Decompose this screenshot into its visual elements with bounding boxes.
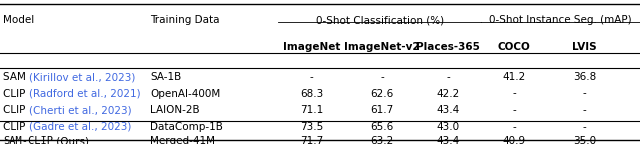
Text: 41.2: 41.2	[502, 72, 525, 82]
Text: 68.3: 68.3	[300, 89, 323, 98]
Text: 35.0: 35.0	[573, 136, 596, 144]
Text: SAM: SAM	[3, 72, 29, 82]
Text: SA-1B: SA-1B	[150, 72, 182, 82]
Text: 63.2: 63.2	[371, 136, 394, 144]
Text: 0-Shot Instance Seg. (mAP): 0-Shot Instance Seg. (mAP)	[490, 15, 632, 25]
Text: 42.2: 42.2	[436, 89, 460, 98]
Text: DataComp-1B: DataComp-1B	[150, 122, 223, 132]
Text: ImageNet: ImageNet	[283, 42, 340, 52]
Text: -: -	[446, 72, 450, 82]
Text: -: -	[512, 105, 516, 115]
Text: -: -	[512, 122, 516, 132]
Text: 65.6: 65.6	[371, 122, 394, 132]
Text: LAION-2B: LAION-2B	[150, 105, 200, 115]
Text: 62.6: 62.6	[371, 89, 394, 98]
Text: SAM-CLIP: SAM-CLIP	[3, 136, 53, 144]
Text: 0-Shot Classification (%): 0-Shot Classification (%)	[316, 15, 444, 25]
Text: CLIP: CLIP	[3, 105, 29, 115]
Text: CLIP: CLIP	[3, 89, 29, 98]
Text: (Radford et al., 2021): (Radford et al., 2021)	[29, 89, 140, 98]
Text: OpenAI-400M: OpenAI-400M	[150, 89, 221, 98]
Text: ImageNet-v2: ImageNet-v2	[344, 42, 420, 52]
Text: 73.5: 73.5	[300, 122, 323, 132]
Text: (Ours): (Ours)	[53, 136, 89, 144]
Text: -: -	[582, 122, 586, 132]
Text: (Cherti et al., 2023): (Cherti et al., 2023)	[29, 105, 131, 115]
Text: (Gadre et al., 2023): (Gadre et al., 2023)	[29, 122, 131, 132]
Text: LVIS: LVIS	[572, 42, 596, 52]
Text: 43.0: 43.0	[436, 122, 460, 132]
Text: CLIP: CLIP	[3, 122, 29, 132]
Text: 71.7: 71.7	[300, 136, 323, 144]
Text: Training Data: Training Data	[150, 15, 220, 25]
Text: 43.4: 43.4	[436, 136, 460, 144]
Text: -: -	[512, 89, 516, 98]
Text: (Kirillov et al., 2023): (Kirillov et al., 2023)	[29, 72, 136, 82]
Text: Places-365: Places-365	[416, 42, 480, 52]
Text: COCO: COCO	[497, 42, 531, 52]
Text: 36.8: 36.8	[573, 72, 596, 82]
Text: Model: Model	[3, 15, 35, 25]
Text: 61.7: 61.7	[371, 105, 394, 115]
Text: -: -	[380, 72, 384, 82]
Text: 43.4: 43.4	[436, 105, 460, 115]
Text: -: -	[582, 105, 586, 115]
Text: Merged-41M: Merged-41M	[150, 136, 216, 144]
Text: 40.9: 40.9	[502, 136, 525, 144]
Text: 71.1: 71.1	[300, 105, 323, 115]
Text: -: -	[310, 72, 314, 82]
Text: -: -	[582, 89, 586, 98]
